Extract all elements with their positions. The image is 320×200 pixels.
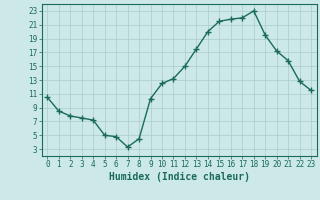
X-axis label: Humidex (Indice chaleur): Humidex (Indice chaleur) bbox=[109, 172, 250, 182]
